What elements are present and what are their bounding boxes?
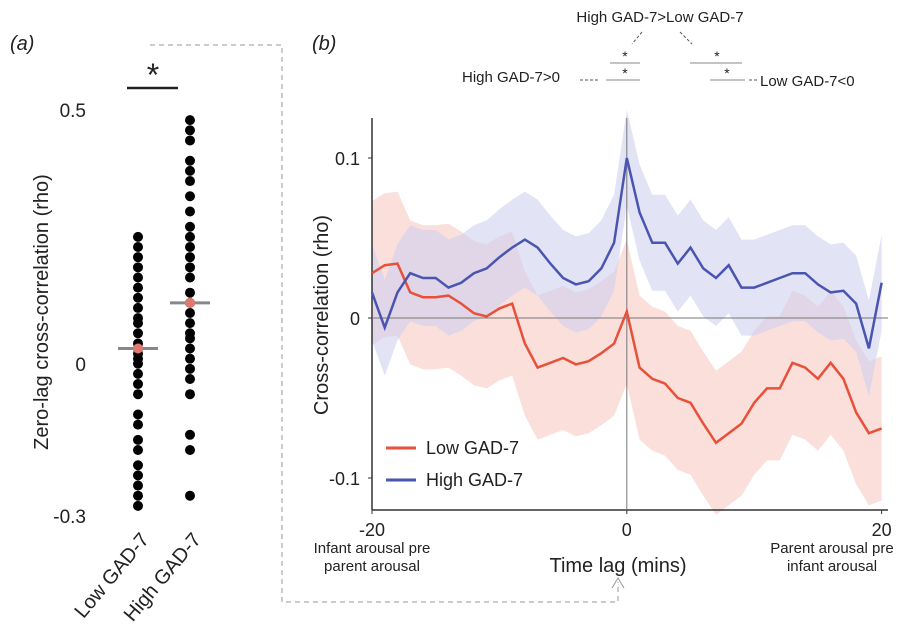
- dot: [185, 308, 195, 318]
- significance-mark: *: [147, 57, 159, 93]
- dot: [133, 272, 143, 283]
- connector: [150, 44, 619, 603]
- dot: [185, 343, 195, 354]
- dot: [185, 287, 195, 298]
- dot: [185, 262, 195, 273]
- dot: [133, 490, 143, 501]
- dot: [133, 318, 143, 329]
- x-note: Infant arousal pre parent arousal: [313, 540, 431, 575]
- dot: [185, 490, 195, 501]
- dot: [185, 389, 195, 400]
- x-tick-label: 20: [872, 520, 892, 540]
- dot: [185, 445, 195, 456]
- dot: [185, 115, 195, 126]
- dot: [133, 470, 143, 481]
- dot: [185, 176, 195, 187]
- dot: [133, 500, 143, 511]
- annotation-arrow: [631, 31, 693, 45]
- significance-mark: *: [622, 48, 628, 64]
- annotation: High GAD-7>Low GAD-7: [576, 9, 743, 26]
- y-tick-label: 0: [75, 355, 86, 376]
- dot: [133, 460, 143, 471]
- dot: [185, 242, 195, 253]
- median-dot: [185, 297, 195, 308]
- dot: [185, 429, 195, 440]
- dot: [133, 368, 143, 379]
- dot: [133, 302, 143, 313]
- series-line: [371, 262, 883, 445]
- dot: [133, 419, 143, 430]
- x-note: Parent arousal pre infant arousal: [770, 540, 894, 575]
- annotation: Low GAD-7<0: [760, 73, 855, 90]
- dot: [133, 262, 143, 273]
- y-tick-label: -0.1: [329, 469, 360, 489]
- dot: [133, 292, 143, 303]
- dot: [185, 206, 195, 217]
- dot: [133, 242, 143, 253]
- y-axis-title: Cross-correlation (rho): [311, 215, 333, 415]
- y-axis-title: Zero-lag cross-correlation (rho): [31, 174, 53, 450]
- dot: [133, 445, 143, 456]
- dot: [185, 135, 195, 146]
- y-tick-label: -0.3: [53, 507, 86, 528]
- dot: [185, 363, 195, 374]
- dot: [185, 231, 195, 242]
- annotation: High GAD-7>0: [462, 69, 560, 86]
- dot: [185, 221, 195, 232]
- connector-arrow: [611, 577, 625, 589]
- median-dot: [133, 343, 143, 354]
- dot: [185, 333, 195, 344]
- dot: [133, 282, 143, 293]
- dot: [185, 165, 195, 176]
- dot: [133, 252, 143, 263]
- significance-mark: *: [622, 65, 628, 81]
- dot: [185, 155, 195, 166]
- dot: [133, 358, 143, 369]
- legend-label: Low GAD-7: [426, 438, 519, 458]
- significance-mark: *: [714, 48, 720, 64]
- x-axis-title: Time lag (mins): [549, 555, 686, 577]
- y-tick-label: 0.1: [335, 149, 360, 169]
- dot: [133, 480, 143, 491]
- dot: [133, 379, 143, 390]
- y-tick-label: 0: [350, 309, 360, 329]
- dot: [133, 328, 143, 339]
- series-line: [370, 157, 883, 349]
- dot: [133, 409, 143, 420]
- dot: [185, 191, 195, 202]
- panel-label: (a): [10, 33, 34, 55]
- panel-label: (b): [312, 33, 336, 55]
- dot: [133, 434, 143, 445]
- legend-label: High GAD-7: [426, 470, 523, 490]
- confidence-band: [372, 110, 882, 397]
- dot: [133, 389, 143, 400]
- dot: [185, 373, 195, 384]
- dot: [185, 318, 195, 329]
- x-tick-label: -20: [359, 520, 385, 540]
- dot: [185, 353, 195, 364]
- dot: [185, 125, 195, 136]
- y-tick-label: 0.5: [60, 101, 86, 122]
- dot: [185, 252, 195, 263]
- significance-mark: *: [724, 65, 730, 81]
- x-tick-label: 0: [622, 520, 632, 540]
- dot: [185, 272, 195, 283]
- dot: [133, 231, 143, 242]
